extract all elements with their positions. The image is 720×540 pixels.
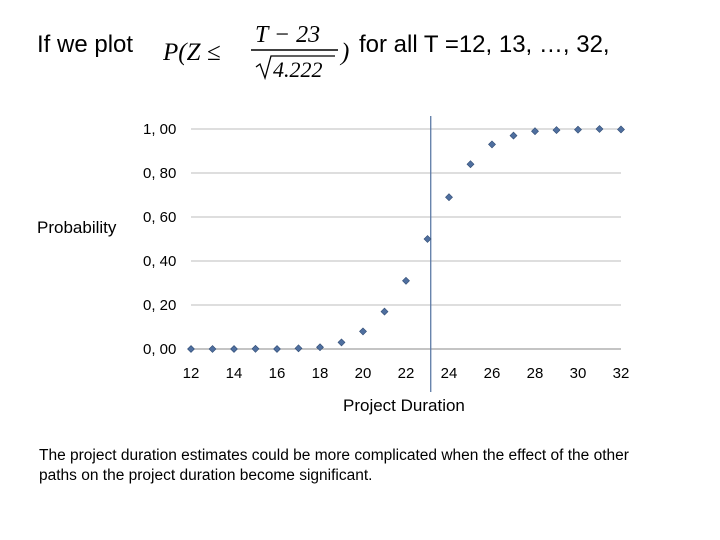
sqrt-sign-icon <box>255 55 335 81</box>
formula-svg: P(Z ≤ T − 23 4.222 ) <box>162 22 349 82</box>
data-point <box>402 276 410 285</box>
data-point <box>230 345 238 353</box>
y-tick-label: 0, 80 <box>143 165 176 182</box>
heading-prefix: If we plot <box>37 31 134 58</box>
y-tick-label: 0, 20 <box>143 297 176 314</box>
formula-denominator: 4.222 <box>273 57 323 82</box>
x-tick-label: 12 <box>183 365 200 382</box>
x-tick-label: 18 <box>312 365 329 382</box>
data-point <box>337 338 346 347</box>
formula-close: ) <box>339 39 349 66</box>
x-axis-ticks: 12 14 16 18 20 22 24 26 28 30 32 <box>183 365 630 382</box>
x-tick-label: 28 <box>527 365 544 382</box>
heading-suffix: for all T =12, 13, …, 32, <box>359 31 610 58</box>
y-tick-label: 0, 00 <box>143 341 176 358</box>
data-point <box>380 307 389 316</box>
data-point <box>531 127 539 136</box>
y-axis-label: Probability <box>37 218 117 237</box>
y-tick-label: 1, 00 <box>143 121 176 138</box>
formula-lhs: P(Z ≤ <box>163 39 220 66</box>
footer-text: The project duration estimates could be … <box>39 447 629 484</box>
x-tick-label: 30 <box>570 365 587 382</box>
probability-formula: P(Z ≤ T − 23 4.222 ) <box>162 14 363 91</box>
data-point <box>488 140 496 149</box>
x-tick-label: 14 <box>226 365 243 382</box>
gridlines <box>191 128 621 350</box>
data-points <box>187 125 625 353</box>
formula-numerator: T − 23 <box>255 22 320 48</box>
x-axis-label: Project Duration <box>343 396 465 415</box>
data-point <box>208 345 217 353</box>
x-tick-label: 26 <box>484 365 501 382</box>
x-tick-label: 22 <box>398 365 415 382</box>
data-point <box>251 344 260 353</box>
y-axis-ticks: 0, 00 0, 20 0, 40 0, 60 0, 80 1, 00 <box>143 121 176 358</box>
data-point <box>595 125 604 133</box>
x-tick-label: 32 <box>613 365 630 382</box>
x-tick-label: 16 <box>269 365 286 382</box>
data-point <box>574 125 582 134</box>
data-point <box>294 344 303 353</box>
data-point <box>466 160 475 169</box>
y-tick-label: 0, 40 <box>143 253 176 270</box>
data-point <box>187 345 195 353</box>
data-point <box>359 327 367 336</box>
y-tick-label: 0, 60 <box>143 209 176 226</box>
x-tick-label: 24 <box>441 365 458 382</box>
data-point <box>445 193 453 202</box>
data-point <box>316 343 324 352</box>
data-point <box>423 235 432 243</box>
data-point <box>617 125 625 134</box>
x-tick-label: 20 <box>355 365 372 382</box>
data-point <box>273 345 281 353</box>
data-point <box>552 126 561 135</box>
data-point <box>509 131 518 140</box>
